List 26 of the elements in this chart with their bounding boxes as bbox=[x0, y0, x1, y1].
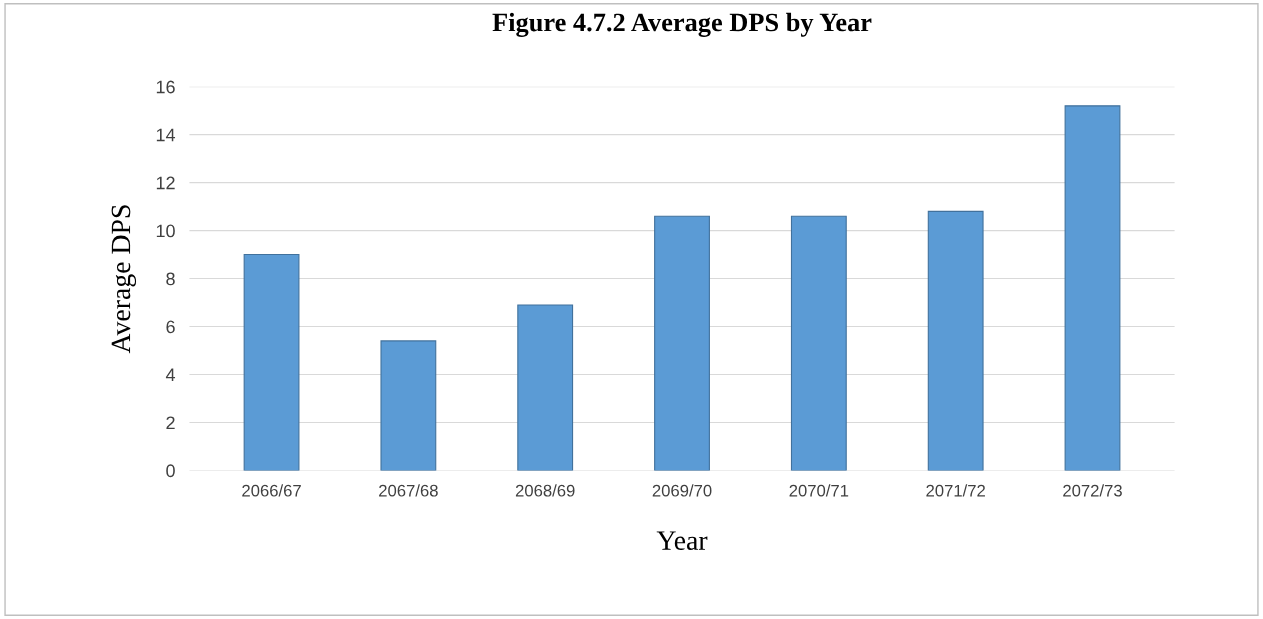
y-tick-label: 12 bbox=[156, 176, 175, 190]
x-tick-label: 2069/70 bbox=[652, 484, 712, 497]
x-tick-label: 2067/68 bbox=[379, 484, 438, 497]
chart-title: Figure 4.7.2 Average DPS by Year bbox=[492, 12, 872, 37]
y-tick-label: 14 bbox=[156, 128, 176, 142]
x-axis-title: Year bbox=[656, 531, 708, 550]
x-tick-label: 2070/71 bbox=[789, 484, 849, 497]
bar bbox=[517, 304, 574, 471]
bar bbox=[927, 210, 984, 471]
bar bbox=[790, 215, 847, 471]
y-axis-title: Average DPS bbox=[111, 205, 137, 354]
bar bbox=[1064, 105, 1121, 471]
y-tick-label: 0 bbox=[166, 464, 175, 478]
y-tick-label: 2 bbox=[166, 416, 175, 430]
bar bbox=[380, 340, 437, 471]
y-tick-label: 10 bbox=[156, 224, 175, 238]
x-tick-label: 2066/67 bbox=[242, 484, 301, 497]
y-tick-label: 8 bbox=[166, 272, 175, 286]
y-tick-label: 16 bbox=[156, 80, 175, 94]
x-tick-label: 2072/73 bbox=[1063, 484, 1122, 497]
bar bbox=[243, 254, 300, 471]
x-tick-label: 2068/69 bbox=[515, 484, 575, 497]
bar bbox=[654, 215, 710, 471]
y-tick-label: 4 bbox=[165, 368, 176, 382]
y-tick-label: 6 bbox=[166, 320, 175, 334]
x-tick-label: 2071/72 bbox=[926, 484, 985, 497]
